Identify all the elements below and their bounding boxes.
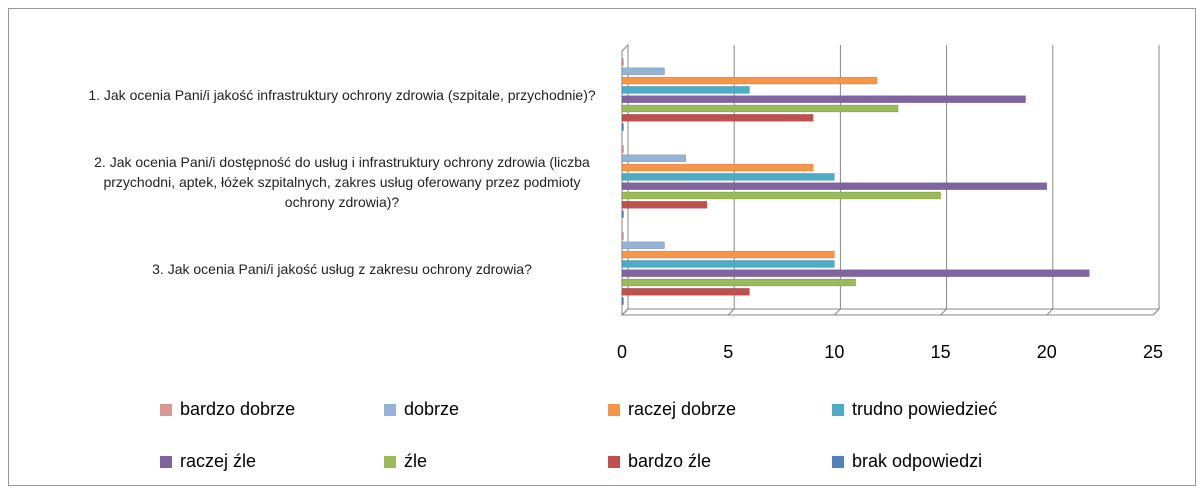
bar <box>621 86 750 94</box>
legend-swatch <box>608 404 620 416</box>
bar <box>621 173 835 181</box>
legend-swatch <box>832 456 844 468</box>
bar <box>621 210 624 218</box>
legend-swatch <box>608 456 620 468</box>
chart-border <box>8 8 1196 486</box>
bar <box>621 104 899 113</box>
bar <box>621 201 708 209</box>
category-label: 3. Jak ocenia Pani/i jakość usług z zakr… <box>152 260 532 277</box>
bar <box>621 297 624 305</box>
grid-line-floor <box>1152 308 1160 316</box>
plot-floor <box>620 308 1161 316</box>
legend-label: dobrze <box>404 399 459 419</box>
grid-line-floor <box>727 308 735 316</box>
legend-swatch <box>832 404 844 416</box>
grid-line-floor <box>1046 308 1054 316</box>
legend-swatch <box>160 404 172 416</box>
legend-label: brak odpowiedzi <box>852 451 982 471</box>
x-tick-label: 25 <box>1143 342 1163 362</box>
bar <box>621 123 624 131</box>
grid-line-floor <box>834 308 841 316</box>
bar <box>621 163 814 172</box>
bar <box>621 182 1048 190</box>
legend-label: bardzo źle <box>628 451 711 471</box>
x-tick-label: 0 <box>617 342 627 362</box>
bar <box>621 232 624 240</box>
x-tick-label: 5 <box>723 342 733 362</box>
grid-line-floor <box>621 308 629 316</box>
grid-line-floor <box>940 308 947 316</box>
legend-swatch <box>384 404 396 416</box>
bar <box>621 250 835 259</box>
bar <box>621 260 835 268</box>
legend-label: źle <box>404 451 427 471</box>
bar <box>621 114 814 122</box>
legend-label: raczej źle <box>180 451 256 471</box>
bar <box>621 269 1090 277</box>
category-label: 2. Jak ocenia Pani/i dostępność do usług… <box>94 153 590 210</box>
legend-label: raczej dobrze <box>628 399 736 419</box>
bar <box>621 278 856 287</box>
x-tick-label: 10 <box>824 342 844 362</box>
legend-label: trudno powiedzieć <box>852 399 997 419</box>
bar <box>621 95 1026 103</box>
bar <box>621 76 878 85</box>
category-label: 1. Jak ocenia Pani/i jakość infrastruktu… <box>88 86 596 103</box>
bar <box>621 58 624 66</box>
legend-label: bardzo dobrze <box>180 399 295 419</box>
bar <box>621 288 750 296</box>
bar <box>621 145 624 153</box>
bar <box>621 241 665 250</box>
legend-swatch <box>384 456 396 468</box>
x-tick-label: 20 <box>1037 342 1057 362</box>
bar <box>621 191 941 200</box>
legend-swatch <box>160 456 172 468</box>
bar <box>621 67 665 76</box>
x-tick-label: 15 <box>931 342 951 362</box>
bar <box>621 154 686 163</box>
